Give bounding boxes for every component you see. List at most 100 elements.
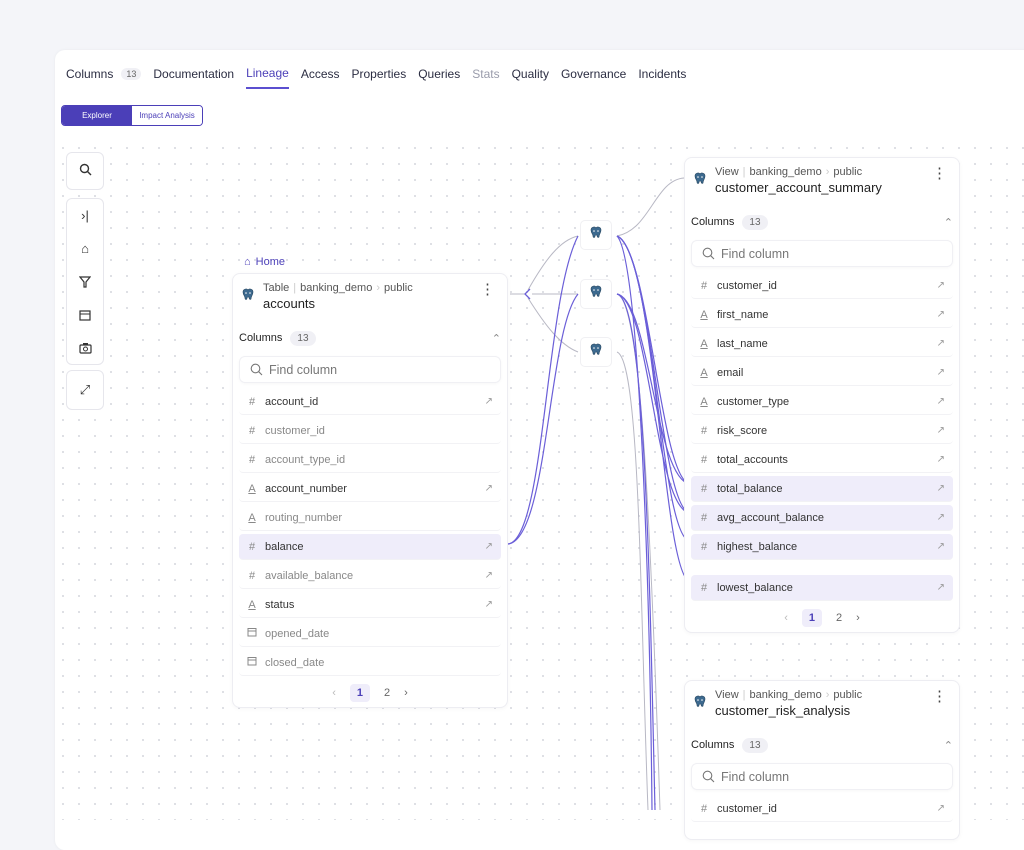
columns-header[interactable]: Columns 13 ⌃ <box>233 324 507 352</box>
postgres-node[interactable] <box>580 220 612 250</box>
external-link-icon[interactable]: ↗ <box>936 280 945 291</box>
find-column-input[interactable]: Find column <box>691 240 953 267</box>
entity-name[interactable]: accounts <box>263 296 316 311</box>
entity-type: View <box>715 166 739 178</box>
database-name[interactable]: banking_demo <box>749 166 822 178</box>
more-options-icon[interactable]: ⋮ <box>932 165 947 182</box>
schema-name[interactable]: public <box>833 166 863 178</box>
column-row[interactable]: opened_date <box>239 621 501 647</box>
next-page-icon[interactable]: › <box>404 687 408 699</box>
column-row[interactable]: # avg_account_balance ↗ <box>691 505 953 531</box>
page-1-button[interactable]: 1 <box>801 609 822 627</box>
search-icon[interactable] <box>67 153 103 186</box>
customer-risk-analysis-card[interactable]: View | banking_demo › public customer_risk_a… <box>684 680 960 840</box>
tab-access[interactable]: Access <box>301 66 340 89</box>
find-column-input[interactable]: Find column <box>691 763 953 790</box>
external-link-icon[interactable]: ↗ <box>936 803 945 814</box>
tab-columns[interactable]: Columns 13 <box>66 66 142 89</box>
tab-incidents[interactable]: Incidents <box>638 66 686 89</box>
impact-analysis-button[interactable]: Impact Analysis <box>132 106 202 125</box>
external-link-icon[interactable]: ↗ <box>484 599 493 610</box>
column-row[interactable]: # customer_id ↗ <box>691 273 953 299</box>
external-link-icon[interactable]: ↗ <box>484 396 493 407</box>
next-page-icon[interactable]: › <box>856 612 860 624</box>
database-name[interactable]: banking_demo <box>749 689 822 701</box>
home-badge[interactable]: ⌂ Home <box>244 256 285 268</box>
external-link-icon[interactable]: ↗ <box>484 483 493 494</box>
more-options-icon[interactable]: ⋮ <box>480 281 495 298</box>
external-link-icon[interactable]: ↗ <box>936 582 945 593</box>
database-name[interactable]: banking_demo <box>300 282 373 294</box>
column-row[interactable]: # customer_id ↗ <box>691 796 953 822</box>
tab-queries[interactable]: Queries <box>418 66 460 89</box>
text-type-icon: A <box>700 308 708 321</box>
page-2-button[interactable]: 2 <box>836 612 843 624</box>
column-row[interactable]: # highest_balance ↗ <box>691 534 953 560</box>
column-row[interactable]: # available_balance ↗ <box>239 563 501 589</box>
page-2-button[interactable]: 2 <box>384 687 391 699</box>
chevron-up-icon[interactable]: ⌃ <box>943 739 953 752</box>
external-link-icon[interactable]: ↗ <box>936 425 945 436</box>
explorer-button[interactable]: Explorer <box>62 106 132 125</box>
external-link-icon[interactable]: ↗ <box>936 512 945 523</box>
tab-lineage[interactable]: Lineage <box>246 66 289 89</box>
external-link-icon[interactable]: ↗ <box>936 367 945 378</box>
chevron-up-icon[interactable]: ⌃ <box>943 216 953 229</box>
collapse-right-icon[interactable]: ›| <box>81 208 89 223</box>
entity-name[interactable]: customer_risk_analysis <box>715 703 851 718</box>
column-row[interactable]: # risk_score ↗ <box>691 418 953 444</box>
tab-label: Stats <box>472 67 500 81</box>
entity-name[interactable]: customer_account_summary <box>715 180 882 195</box>
column-row[interactable]: # lowest_balance ↗ <box>691 575 953 601</box>
external-link-icon[interactable]: ↗ <box>936 309 945 320</box>
columns-header[interactable]: Columns 13 ⌃ <box>685 208 959 236</box>
accounts-card[interactable]: Table | banking_demo › public accounts ⋮ Col… <box>232 273 508 708</box>
external-link-icon[interactable]: ↗ <box>484 570 493 581</box>
external-link-icon[interactable]: ↗ <box>484 541 493 552</box>
column-row[interactable]: # account_type_id <box>239 447 501 473</box>
postgres-node[interactable] <box>580 279 612 309</box>
entity-type: View <box>715 689 739 701</box>
tab-quality[interactable]: Quality <box>512 66 549 89</box>
column-row[interactable]: # account_id ↗ <box>239 389 501 415</box>
columns-header[interactable]: Columns 13 ⌃ <box>685 731 959 759</box>
schema-name[interactable]: public <box>384 282 413 294</box>
prev-page-icon[interactable]: ‹ <box>784 612 788 624</box>
column-row[interactable]: # total_balance ↗ <box>691 476 953 502</box>
column-name: customer_id <box>265 424 325 437</box>
column-row[interactable]: # customer_id <box>239 418 501 444</box>
tab-documentation[interactable]: Documentation <box>153 66 234 89</box>
page-1-button[interactable]: 1 <box>349 684 370 702</box>
external-link-icon[interactable]: ↗ <box>936 483 945 494</box>
customer-account-summary-card[interactable]: View | banking_demo › public customer_accoun… <box>684 157 960 633</box>
tab-stats[interactable]: Stats <box>472 66 499 89</box>
tab-governance[interactable]: Governance <box>561 66 626 89</box>
calendar-icon[interactable] <box>67 298 103 331</box>
external-link-icon[interactable]: ↗ <box>936 396 945 407</box>
external-link-icon[interactable]: ↗ <box>936 541 945 552</box>
filter-icon[interactable] <box>67 265 103 298</box>
more-options-icon[interactable]: ⋮ <box>932 688 947 705</box>
column-row[interactable]: # total_accounts ↗ <box>691 447 953 473</box>
expand-icon[interactable]: ⤢ <box>79 382 91 397</box>
external-link-icon[interactable]: ↗ <box>936 454 945 465</box>
column-row[interactable]: closed_date <box>239 650 501 676</box>
postgres-node[interactable] <box>580 337 612 367</box>
prev-page-icon[interactable]: ‹ <box>332 687 336 699</box>
chevron-up-icon[interactable]: ⌃ <box>491 332 501 345</box>
tab-label: Access <box>300 67 340 81</box>
column-row[interactable]: # balance ↗ <box>239 534 501 560</box>
external-link-icon[interactable]: ↗ <box>936 338 945 349</box>
schema-name[interactable]: public <box>833 689 863 701</box>
camera-icon[interactable] <box>67 331 103 364</box>
find-column-input[interactable]: Find column <box>239 356 501 383</box>
home-icon[interactable]: ⌂ <box>81 241 89 256</box>
tab-properties[interactable]: Properties <box>352 66 407 89</box>
